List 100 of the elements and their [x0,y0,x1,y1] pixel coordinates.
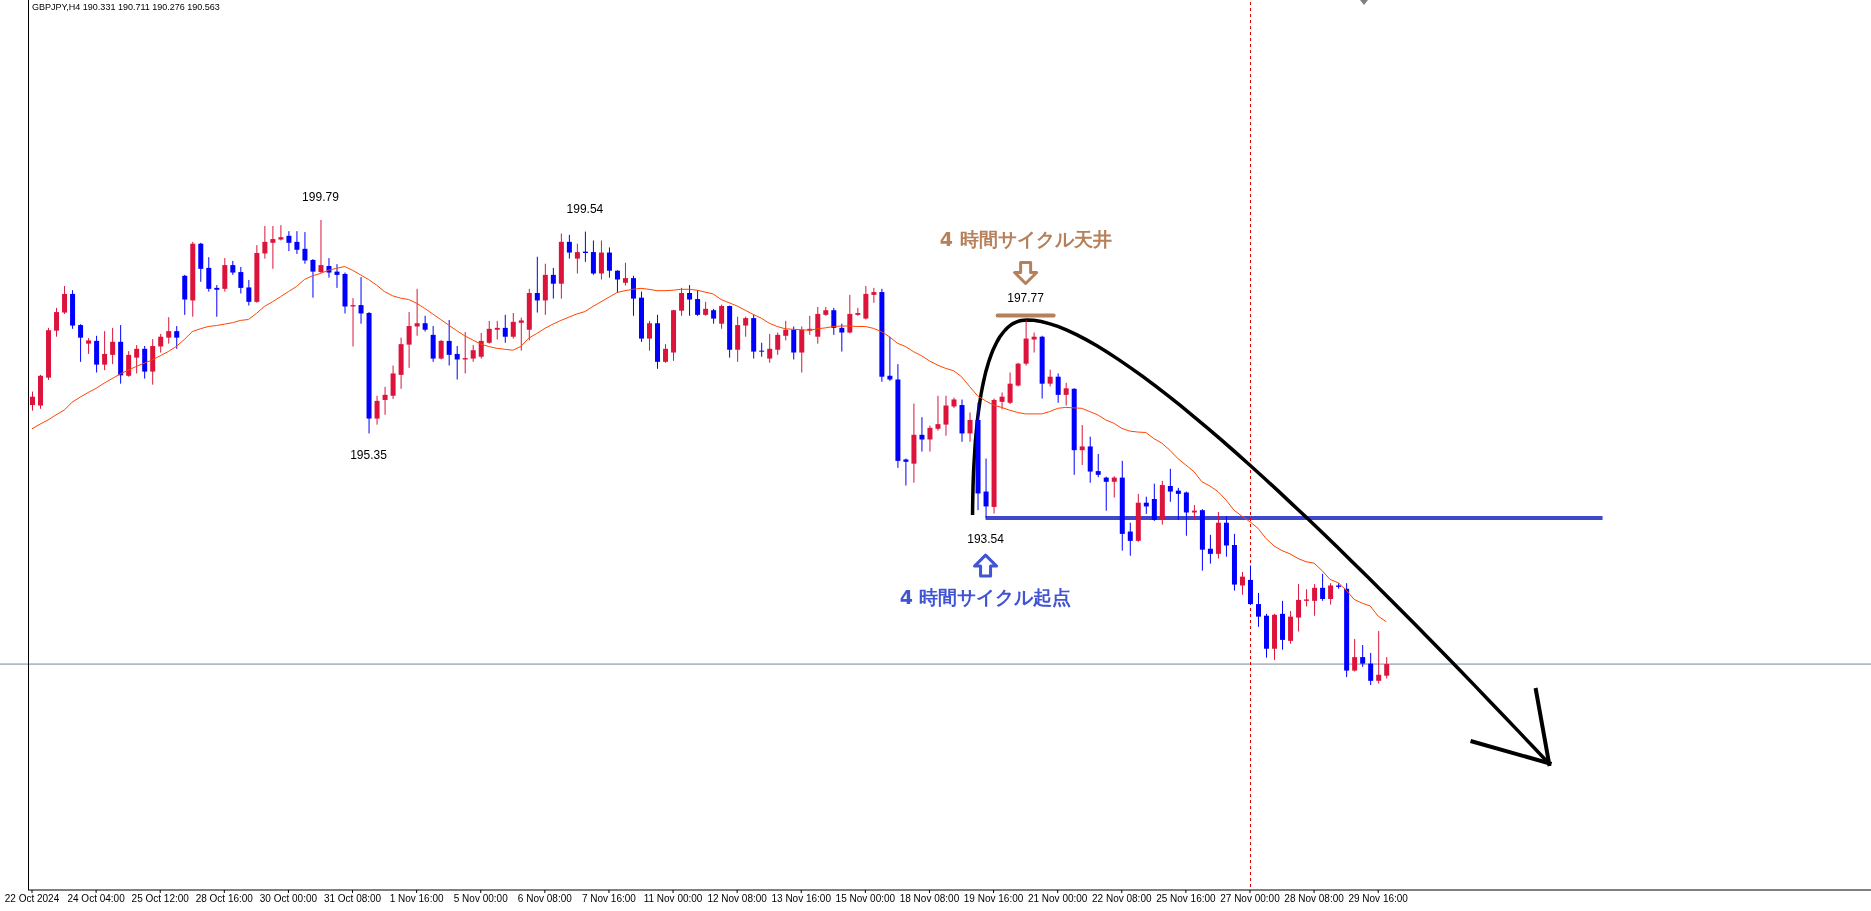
candlestick [318,219,324,274]
x-tick-label: 25 Nov 16:00 [1156,893,1217,905]
candlestick [214,284,220,318]
candlestick [839,323,845,353]
candlestick [1239,571,1245,596]
candlestick [1063,382,1069,407]
candlestick [943,395,949,437]
candlestick [246,279,252,307]
x-tick-label: 22 Oct 2024 [4,893,60,905]
candlestick [1103,476,1109,512]
candlestick [142,345,148,380]
candlestick [679,287,685,317]
candlestick [262,225,268,260]
annotation: 199.79 [302,190,340,205]
x-tick-label: 5 Nov 00:00 [453,893,509,905]
candlestick [502,314,508,344]
candlestick [967,412,973,443]
candlestick [454,345,460,380]
x-tick-label: 27 Nov 00:00 [1220,893,1281,905]
candlestick [510,312,516,340]
candlestick [1328,582,1334,606]
candlestick [1256,592,1261,628]
candlestick [622,262,628,287]
candlestick [1312,583,1318,617]
x-tick-label: 30 Oct 00:00 [259,893,318,905]
candlestick [462,331,468,374]
x-tick-label: 18 Nov 08:00 [899,893,960,905]
x-tick-label: 7 Nov 16:00 [581,893,637,905]
candlestick [494,320,500,341]
candlestick [614,269,620,294]
annotation: 197.77 [1007,290,1045,305]
candlestick [1167,468,1173,503]
candlestick [606,246,612,279]
annotation: 193.54 [967,532,1005,547]
candlestick [1376,630,1382,685]
candlestick [566,234,572,260]
candlestick [1079,424,1085,466]
candlestick [110,327,116,365]
candlestick [134,344,140,374]
candlestick [30,391,35,412]
candlestick [935,395,941,432]
candlestick [310,258,316,299]
candlestick [927,425,933,453]
annotation: 195.35 [350,447,388,462]
x-tick-label: 19 Nov 16:00 [963,893,1024,905]
candlestick [1175,487,1181,521]
candlestick [286,230,292,252]
x-tick-label: 24 Oct 04:00 [67,893,126,905]
candlestick [1007,372,1013,405]
x-tick-label: 6 Nov 08:00 [517,893,573,905]
candlestick [1296,583,1302,633]
candlestick [486,320,492,345]
candlestick [278,224,284,241]
x-tick-label: 13 Nov 16:00 [771,893,832,905]
candlestick [719,304,725,330]
candlestick [406,311,412,369]
candlestick [534,256,540,314]
candlestick [422,315,428,333]
annotation: 4 時間サイクル天井 [939,227,1112,250]
candlestick [799,325,805,374]
x-tick-label: 28 Oct 16:00 [195,893,254,905]
candlestick [687,284,693,317]
candlestick [871,287,877,304]
candlestick [270,225,276,270]
candlestick [1055,372,1061,404]
x-tick-label: 22 Nov 08:00 [1092,893,1152,905]
candlestick [478,332,484,360]
candlestick [903,458,909,487]
candlestick [1127,522,1133,557]
candlestick [999,392,1005,410]
candlestick [518,317,524,352]
x-tick-label: 15 Nov 00:00 [835,893,896,905]
candlestick [1360,644,1366,668]
candlestick [847,294,853,334]
candlestick [78,323,84,363]
candlestick [598,239,604,281]
candlestick [630,275,636,317]
annotation: 199.54 [566,201,604,216]
candlestick [983,458,989,519]
x-tick-label: 1 Nov 16:00 [389,893,445,905]
candlestick [1095,453,1101,478]
x-tick-label: 12 Nov 08:00 [707,893,768,905]
candlestick [358,276,364,325]
candlestick [590,239,596,276]
candlestick [1368,652,1374,686]
candlestick [222,257,228,293]
candlestick [126,350,132,378]
x-tick-label: 21 Nov 00:00 [1027,893,1088,905]
candlestick [446,319,452,367]
x-tick-label: 28 Nov 08:00 [1284,893,1345,905]
x-tick-label: 25 Oct 12:00 [131,893,190,905]
candlestick [663,343,669,364]
candlestick [1352,638,1358,673]
candlestick [294,230,300,255]
candlestick [1031,332,1037,354]
candlestick [1384,656,1390,679]
candlestick [166,316,172,345]
candlestick [158,333,164,354]
annotation: 4 時間サイクル起点 [899,585,1072,608]
candlestick [102,330,108,371]
